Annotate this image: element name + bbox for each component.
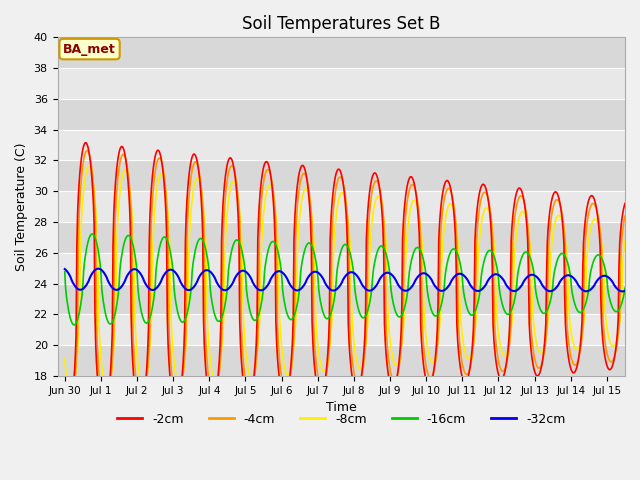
Title: Soil Temperatures Set B: Soil Temperatures Set B [242, 15, 440, 33]
Bar [58, 68, 625, 99]
Bar [58, 130, 625, 160]
Bar [58, 99, 625, 130]
Text: BA_met: BA_met [63, 43, 116, 56]
Bar [58, 253, 625, 284]
Bar [58, 191, 625, 222]
Bar [58, 222, 625, 253]
Bar [58, 160, 625, 191]
Legend: -2cm, -4cm, -8cm, -16cm, -32cm: -2cm, -4cm, -8cm, -16cm, -32cm [112, 408, 570, 431]
Bar [58, 37, 625, 68]
Y-axis label: Soil Temperature (C): Soil Temperature (C) [15, 143, 28, 271]
X-axis label: Time: Time [326, 401, 356, 414]
Bar [58, 345, 625, 376]
Bar [58, 314, 625, 345]
Bar [58, 284, 625, 314]
